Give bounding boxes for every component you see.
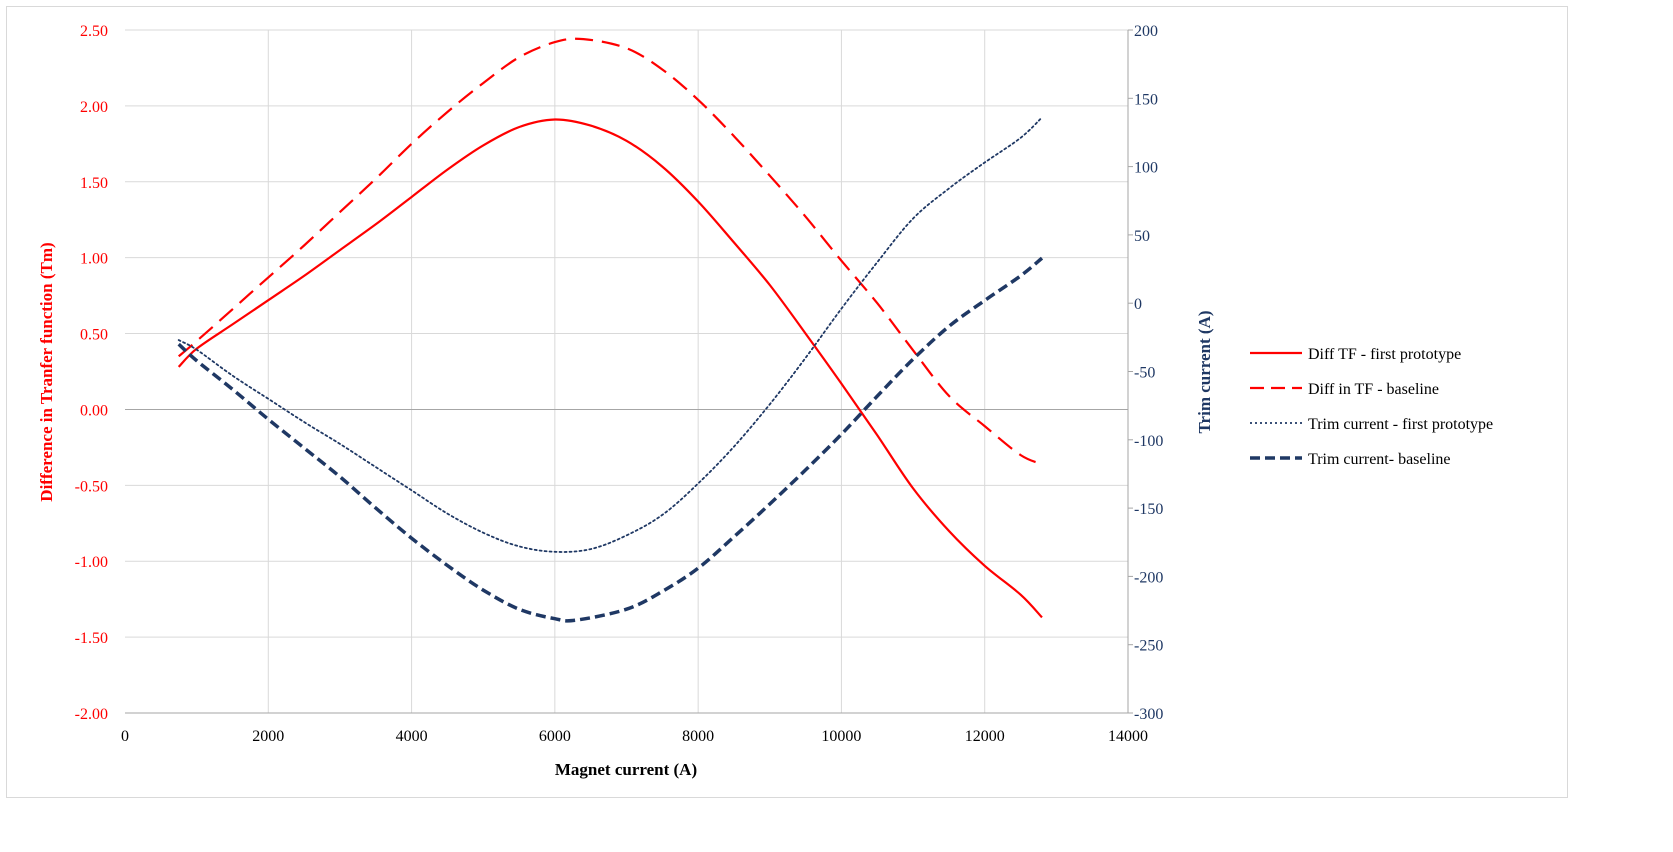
x-tick-label: 12000 (965, 728, 1005, 745)
right-y-tick-label: 200 (1134, 23, 1158, 40)
right-y-tick-label: 0 (1134, 296, 1142, 313)
left-y-tick-label: 2.50 (80, 23, 108, 40)
left-y-tick-label: -0.50 (75, 478, 108, 495)
series-line-1 (177, 118, 1043, 619)
right-y-tick-label: 100 (1134, 160, 1158, 177)
x-tick-label: 6000 (539, 728, 571, 745)
legend-label-4: Trim current- baseline (1308, 451, 1450, 468)
x-tick-labels: 0 2000 4000 6000 8000 10000 12000 14000 (121, 728, 1148, 745)
right-y-tick-label: -150 (1134, 501, 1163, 518)
series-line-2 (177, 37, 1043, 466)
right-y-tick-label: 150 (1134, 91, 1158, 108)
left-y-tick-label: 2.00 (80, 99, 108, 116)
left-y-tick-label: 1.00 (80, 251, 108, 268)
series-lines (177, 37, 1044, 623)
right-y-axis-label: Trim current (A) (1195, 310, 1214, 433)
legend: Diff TF - first prototype Diff in TF - ba… (1250, 346, 1493, 468)
series-line-3 (177, 116, 1043, 553)
left-y-tick-labels: 2.50 2.00 1.50 1.00 0.50 0.00 -0.50 -1.00 -1.50 -… (75, 23, 108, 723)
left-y-tick-label: -2.00 (75, 706, 108, 723)
axes (125, 29, 1133, 714)
left-y-tick-label: 1.50 (80, 175, 108, 192)
left-y-tick-label: -1.50 (75, 630, 108, 647)
left-y-tick-label: 0.00 (80, 402, 108, 419)
right-y-tick-label: -200 (1134, 569, 1163, 586)
x-axis-label: Magnet current (A) (555, 760, 697, 779)
left-y-tick-label: -1.00 (75, 554, 108, 571)
x-tick-label: 8000 (682, 728, 714, 745)
x-tick-label: 0 (121, 728, 129, 745)
chart-frame (6, 6, 1568, 798)
series-line-4 (177, 256, 1044, 623)
right-y-tick-label: -250 (1134, 638, 1163, 655)
left-y-tick-label: 0.50 (80, 327, 108, 344)
legend-label-2: Diff in TF - baseline (1308, 381, 1439, 398)
x-tick-label: 10000 (821, 728, 861, 745)
x-tick-label: 2000 (252, 728, 284, 745)
right-y-tick-label: 50 (1134, 228, 1150, 245)
right-y-tick-labels: 200 150 100 50 0 -50 -100 -150 -200 -250 -300 (1134, 23, 1163, 723)
x-tick-label: 14000 (1108, 728, 1148, 745)
legend-label-3: Trim current - first prototype (1308, 416, 1493, 433)
right-y-tick-label: -300 (1134, 706, 1163, 723)
left-y-axis-label: Difference in Tranfer function (Tm) (37, 242, 56, 501)
x-tick-label: 4000 (396, 728, 428, 745)
right-y-tick-label: -100 (1134, 433, 1163, 450)
legend-label-1: Diff TF - first prototype (1308, 346, 1461, 363)
right-y-tick-label: -50 (1134, 365, 1155, 382)
